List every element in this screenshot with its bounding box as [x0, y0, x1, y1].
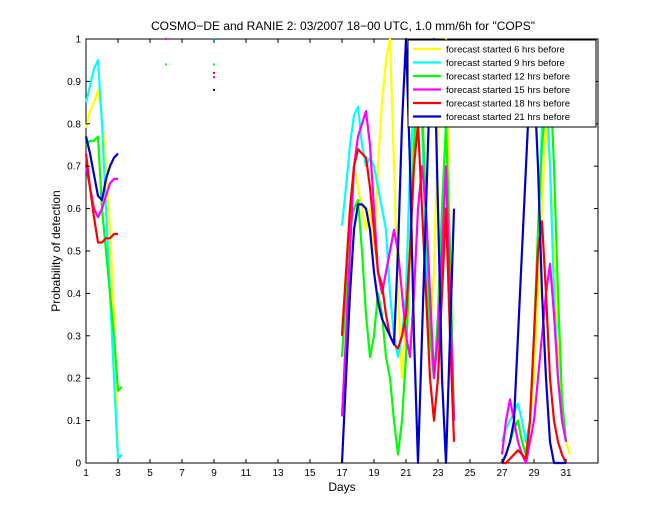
x-tick-label: 29 — [528, 468, 540, 479]
x-tick-label: 19 — [368, 468, 380, 479]
legend-entry-label: forecast started 6 hrs before — [446, 45, 565, 56]
y-tick-label: 0.3 — [67, 331, 81, 342]
legend-entry-label: forecast started 12 hrs before — [446, 72, 570, 83]
y-tick-label: 0.1 — [67, 416, 81, 427]
series-line-5 — [340, 122, 456, 442]
x-tick-label: 9 — [211, 468, 217, 479]
chart-title: COSMO−DE and RANIE 2: 03/2007 18−00 UTC,… — [151, 19, 535, 33]
y-tick-label: 0.4 — [67, 289, 81, 300]
x-tick-label: 7 — [179, 468, 185, 479]
x-tick-label: 17 — [336, 468, 348, 479]
legend-box — [407, 39, 597, 128]
y-tick-label: 0 — [75, 459, 81, 470]
data-point-marker — [213, 88, 215, 91]
x-tick-label: 25 — [464, 468, 476, 479]
data-point-marker — [165, 63, 167, 66]
data-point-marker — [213, 76, 215, 79]
x-axis-label: Days — [328, 480, 355, 494]
y-tick-label: 0.5 — [67, 247, 81, 258]
series-line-2 — [84, 59, 123, 460]
series-line-3 — [85, 135, 123, 392]
x-tick-label: 5 — [147, 468, 153, 479]
series-line-1 — [84, 88, 123, 460]
x-tick-label: 13 — [272, 468, 284, 479]
y-tick-label: 0.8 — [67, 119, 81, 130]
x-tick-label: 1 — [83, 468, 89, 479]
series-layer — [84, 37, 572, 465]
y-tick-label: 1 — [75, 35, 81, 46]
legend-items: forecast started 6 hrs before forecast st… — [413, 45, 570, 123]
y-tick-label: 0.2 — [67, 374, 81, 385]
series-line-5 — [502, 220, 567, 465]
series-line-5 — [84, 153, 118, 244]
legend-entry-label: forecast started 21 hrs before — [446, 112, 570, 123]
x-tick-label: 31 — [560, 468, 572, 479]
series-line-6 — [84, 136, 119, 202]
y-tick-label: 0.7 — [67, 162, 81, 173]
y-axis-label: Probability of detection — [49, 190, 63, 311]
x-tick-label: 21 — [400, 468, 412, 479]
x-tick-label: 11 — [241, 468, 252, 479]
x-tick-label: 27 — [496, 468, 508, 479]
x-tick-label: 15 — [304, 468, 316, 479]
series-line-4 — [500, 262, 568, 465]
y-tick-label: 0.6 — [67, 204, 81, 215]
legend: forecast started 6 hrs before forecast st… — [407, 39, 597, 128]
legend-entry-label: forecast started 18 hrs before — [446, 99, 570, 110]
x-tick-label: 3 — [115, 468, 121, 479]
data-point-marker — [213, 71, 215, 74]
tick-layer: 1 3 5 7 9 11 13 15 17 19 21 23 25 27 29 3100.10.20.30.4… — [67, 35, 598, 479]
y-tick-label: 0.9 — [67, 77, 81, 88]
x-tick-label: 23 — [432, 468, 444, 479]
legend-entry-label: forecast started 15 hrs before — [446, 85, 570, 96]
series-line-1 — [340, 37, 456, 421]
series-5 — [84, 122, 567, 465]
legend-entry-label: forecast started 9 hrs before — [446, 58, 565, 69]
data-point-marker — [165, 38, 167, 40]
data-point-marker — [213, 63, 215, 66]
